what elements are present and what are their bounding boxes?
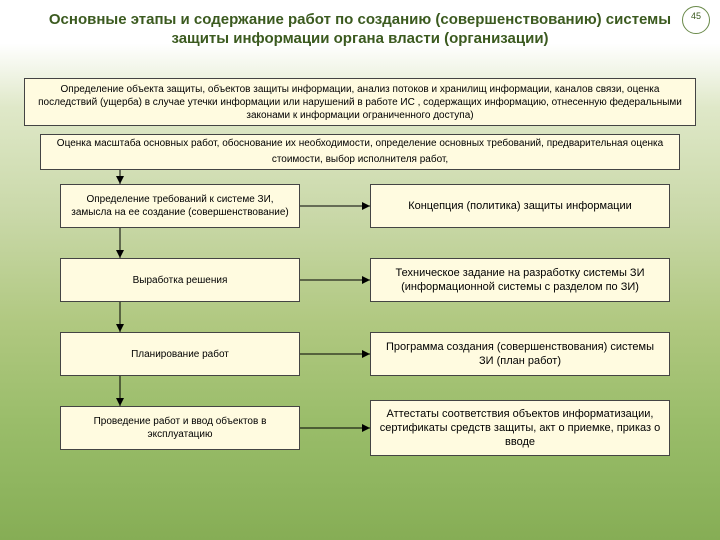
- box-right-concept: Концепция (политика) защиты информации: [370, 184, 670, 228]
- page-number-badge: 45: [682, 6, 710, 34]
- box-right-certificates: Аттестаты соответствия объектов информат…: [370, 400, 670, 456]
- box-scale-assessment: Оценка масштаба основных работ, обоснова…: [40, 134, 680, 170]
- box-scope-definition: Определение объекта защиты, объектов защ…: [24, 78, 696, 126]
- box-left-requirements: Определение требований к системе ЗИ, зам…: [60, 184, 300, 228]
- box-left-execution: Проведение работ и ввод объектов в экспл…: [60, 406, 300, 450]
- page-title: Основные этапы и содержание работ по соз…: [40, 10, 680, 48]
- box-left-decision: Выработка решения: [60, 258, 300, 302]
- box-left-planning: Планирование работ: [60, 332, 300, 376]
- box-right-program: Программа создания (совершенствования) с…: [370, 332, 670, 376]
- box-right-techtask: Техническое задание на разработку систем…: [370, 258, 670, 302]
